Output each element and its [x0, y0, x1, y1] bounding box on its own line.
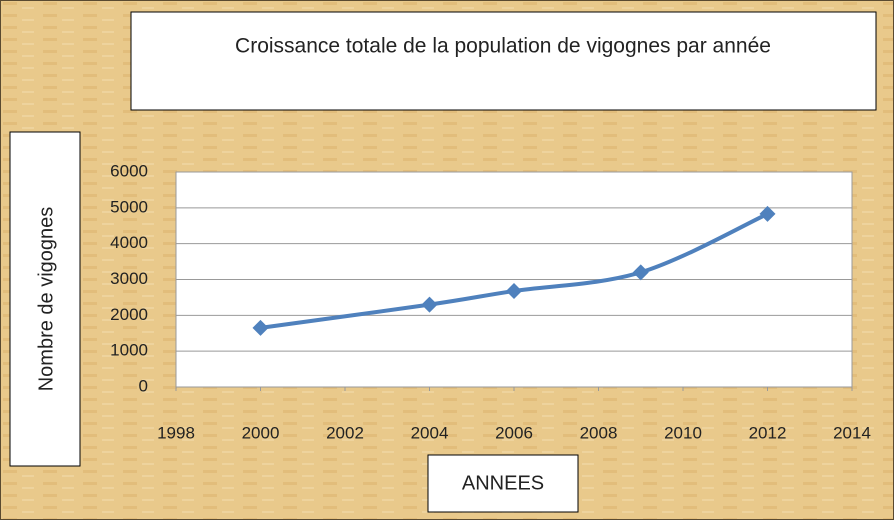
y-tick-label: 2000: [110, 305, 148, 324]
x-tick-label: 2010: [664, 423, 702, 442]
x-tick-label: 2004: [411, 423, 449, 442]
x-tick-label: 2002: [326, 423, 364, 442]
marker: [252, 319, 269, 336]
y-label-box: [9, 131, 81, 467]
x-tick-label: 2000: [242, 423, 280, 442]
marker: [421, 296, 438, 313]
marker: [632, 264, 649, 281]
chart-title: Croissance totale de la population de vi…: [235, 35, 771, 58]
x-tick-label: 2008: [580, 423, 618, 442]
x-tick-label: 2006: [495, 423, 533, 442]
y-axis-label: Nombre de vigognes: [35, 207, 57, 392]
x-tick-label: 2012: [749, 423, 787, 442]
x-label-box: [427, 454, 579, 513]
title-box: [130, 11, 877, 111]
x-tick-label: 1998: [157, 423, 195, 442]
x-tick-label: 2014: [833, 423, 871, 442]
y-tick-label: 4000: [110, 233, 148, 252]
x-axis-label: ANNEES: [462, 472, 544, 494]
marker: [506, 282, 522, 299]
marker: [759, 205, 776, 222]
y-tick-label: 6000: [110, 161, 148, 180]
y-tick-label: 0: [139, 376, 148, 395]
y-tick-label: 1000: [110, 341, 148, 360]
y-tick-label: 5000: [110, 197, 148, 216]
y-tick-label: 3000: [110, 269, 148, 288]
